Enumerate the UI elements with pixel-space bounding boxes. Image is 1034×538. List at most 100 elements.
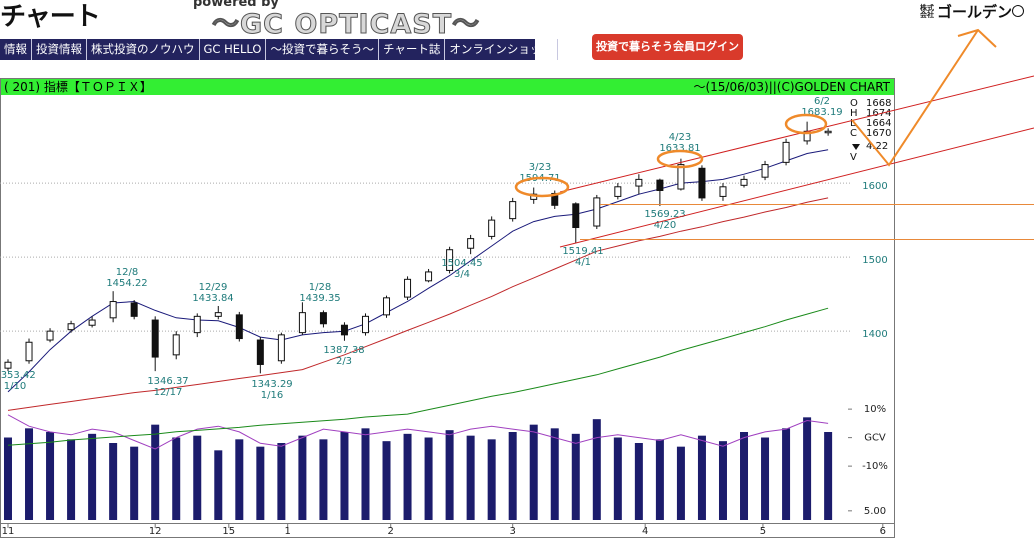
gcv-line — [7, 414, 829, 450]
arrow — [851, 29, 979, 167]
candle-body — [593, 197, 601, 227]
nav-bar: 情報 投資情報 株式投資のノウハウ GC HELLO ～投資で暮らそう～ チャー… — [0, 39, 558, 60]
quote-value: 1668 — [866, 98, 891, 109]
x-tick-label: 1 — [284, 526, 290, 537]
volume-bar — [487, 439, 496, 520]
candle-body — [361, 315, 369, 334]
annotation-date: 12/8 — [116, 267, 138, 278]
nav-item[interactable]: チャート誌 — [379, 39, 446, 60]
nav-item[interactable]: 情報 — [0, 39, 32, 60]
volume-bar — [277, 443, 286, 520]
annotation-date: 4/1 — [575, 257, 591, 268]
annotation-date: 12/17 — [154, 387, 183, 398]
volume-bar — [130, 446, 139, 520]
volume-bar — [782, 428, 791, 520]
highlight — [656, 149, 704, 169]
logo[interactable]: チャート — [0, 2, 101, 32]
candle-body — [151, 319, 159, 358]
trend-line — [559, 75, 1034, 193]
company-logo[interactable]: ゴールデン — [937, 3, 1013, 21]
candle-body — [130, 302, 138, 317]
candle-body — [824, 130, 832, 134]
chart-header — [1, 79, 894, 95]
candle-body — [782, 141, 790, 163]
annotation-date: 6/2 — [814, 96, 830, 107]
candle-body — [172, 334, 180, 356]
moving-average — [7, 197, 829, 411]
candle-body — [340, 324, 348, 336]
annotation-value: 1569.23 — [644, 209, 685, 220]
candle-body — [319, 312, 327, 325]
moving-average — [7, 307, 829, 446]
quote-label: H — [850, 108, 858, 119]
y-tick-label: 1400 — [862, 329, 887, 340]
nav-item[interactable]: GC HELLO — [200, 39, 267, 60]
gcv-tick-label: -10% — [862, 461, 888, 472]
volume-bar — [403, 433, 412, 520]
company-prefix: 株式会社 — [920, 4, 934, 19]
candle-body — [404, 278, 412, 298]
annotation-date: 1/10 — [4, 381, 26, 392]
candle-body — [4, 361, 12, 369]
annotation-date: 2/3 — [336, 356, 352, 367]
volume-bar — [193, 435, 202, 520]
volume-bar — [319, 439, 328, 520]
annotation-value: 1353.42 — [0, 370, 36, 381]
candle-body — [193, 315, 201, 334]
candle-body — [635, 178, 643, 187]
volume-bar — [235, 439, 244, 520]
annotation-value: 1433.84 — [192, 293, 233, 304]
y-tick-label: 1600 — [862, 181, 887, 192]
volume-bar — [508, 432, 517, 520]
candle-body — [446, 249, 454, 271]
candle-body — [67, 323, 75, 331]
login-button[interactable]: 投資で暮らそう会員ログイン — [592, 34, 743, 60]
quote-label: L — [850, 118, 856, 129]
nav-item[interactable]: オンラインショップ — [445, 39, 558, 60]
candle-body — [383, 297, 391, 316]
volume-bar — [571, 433, 580, 520]
x-tick-label: 2 — [388, 526, 394, 537]
volume-bar — [466, 435, 475, 520]
volume-tick-label: 5.00 — [864, 506, 886, 517]
annotation-value: 1387.38 — [323, 345, 364, 356]
candle-body — [235, 314, 243, 340]
x-tick-label: 6 — [880, 526, 886, 537]
volume-bar — [592, 419, 601, 520]
volume-bar — [67, 439, 76, 520]
annotation-value: 1454.22 — [106, 278, 147, 289]
candle-body — [88, 319, 96, 326]
volume-bar — [676, 446, 685, 520]
volume-bar — [613, 437, 622, 520]
volume-bar — [740, 432, 749, 520]
logo-mark — [1012, 5, 1024, 17]
annotation-value: 1343.29 — [251, 379, 292, 390]
volume-bar — [298, 435, 307, 520]
nav-item[interactable]: ～投資で暮らそう～ — [266, 39, 379, 60]
quote-change: 4.22 — [866, 141, 888, 152]
trend-line — [559, 127, 1034, 248]
candle-body — [46, 330, 54, 341]
quote-volume-label: V — [850, 152, 857, 163]
nav-item[interactable]: 投資情報 — [32, 39, 87, 60]
annotation-date: 4/20 — [654, 220, 676, 231]
drawings — [514, 28, 1034, 248]
nav-item[interactable]: 株式投資のノウハウ — [87, 39, 200, 60]
volume-bar — [824, 432, 833, 520]
annotation-value: 1519.41 — [562, 246, 603, 257]
volume-bar — [718, 441, 727, 520]
candle-body — [509, 201, 517, 220]
volume-bar — [655, 439, 664, 520]
quote-value: 1670 — [866, 128, 891, 139]
gcv-tick-label: 10% — [864, 404, 886, 415]
gcv-tick-label: GCV — [864, 433, 886, 444]
x-tick-label: 4 — [642, 526, 648, 537]
annotation-date: 12/29 — [199, 282, 228, 293]
powered-by: powered by — [193, 0, 279, 10]
volume-bar — [761, 437, 770, 520]
candle-body — [551, 192, 559, 206]
candle-body — [740, 178, 748, 186]
annotation-date: 1/16 — [261, 390, 283, 401]
candle-body — [677, 164, 685, 190]
